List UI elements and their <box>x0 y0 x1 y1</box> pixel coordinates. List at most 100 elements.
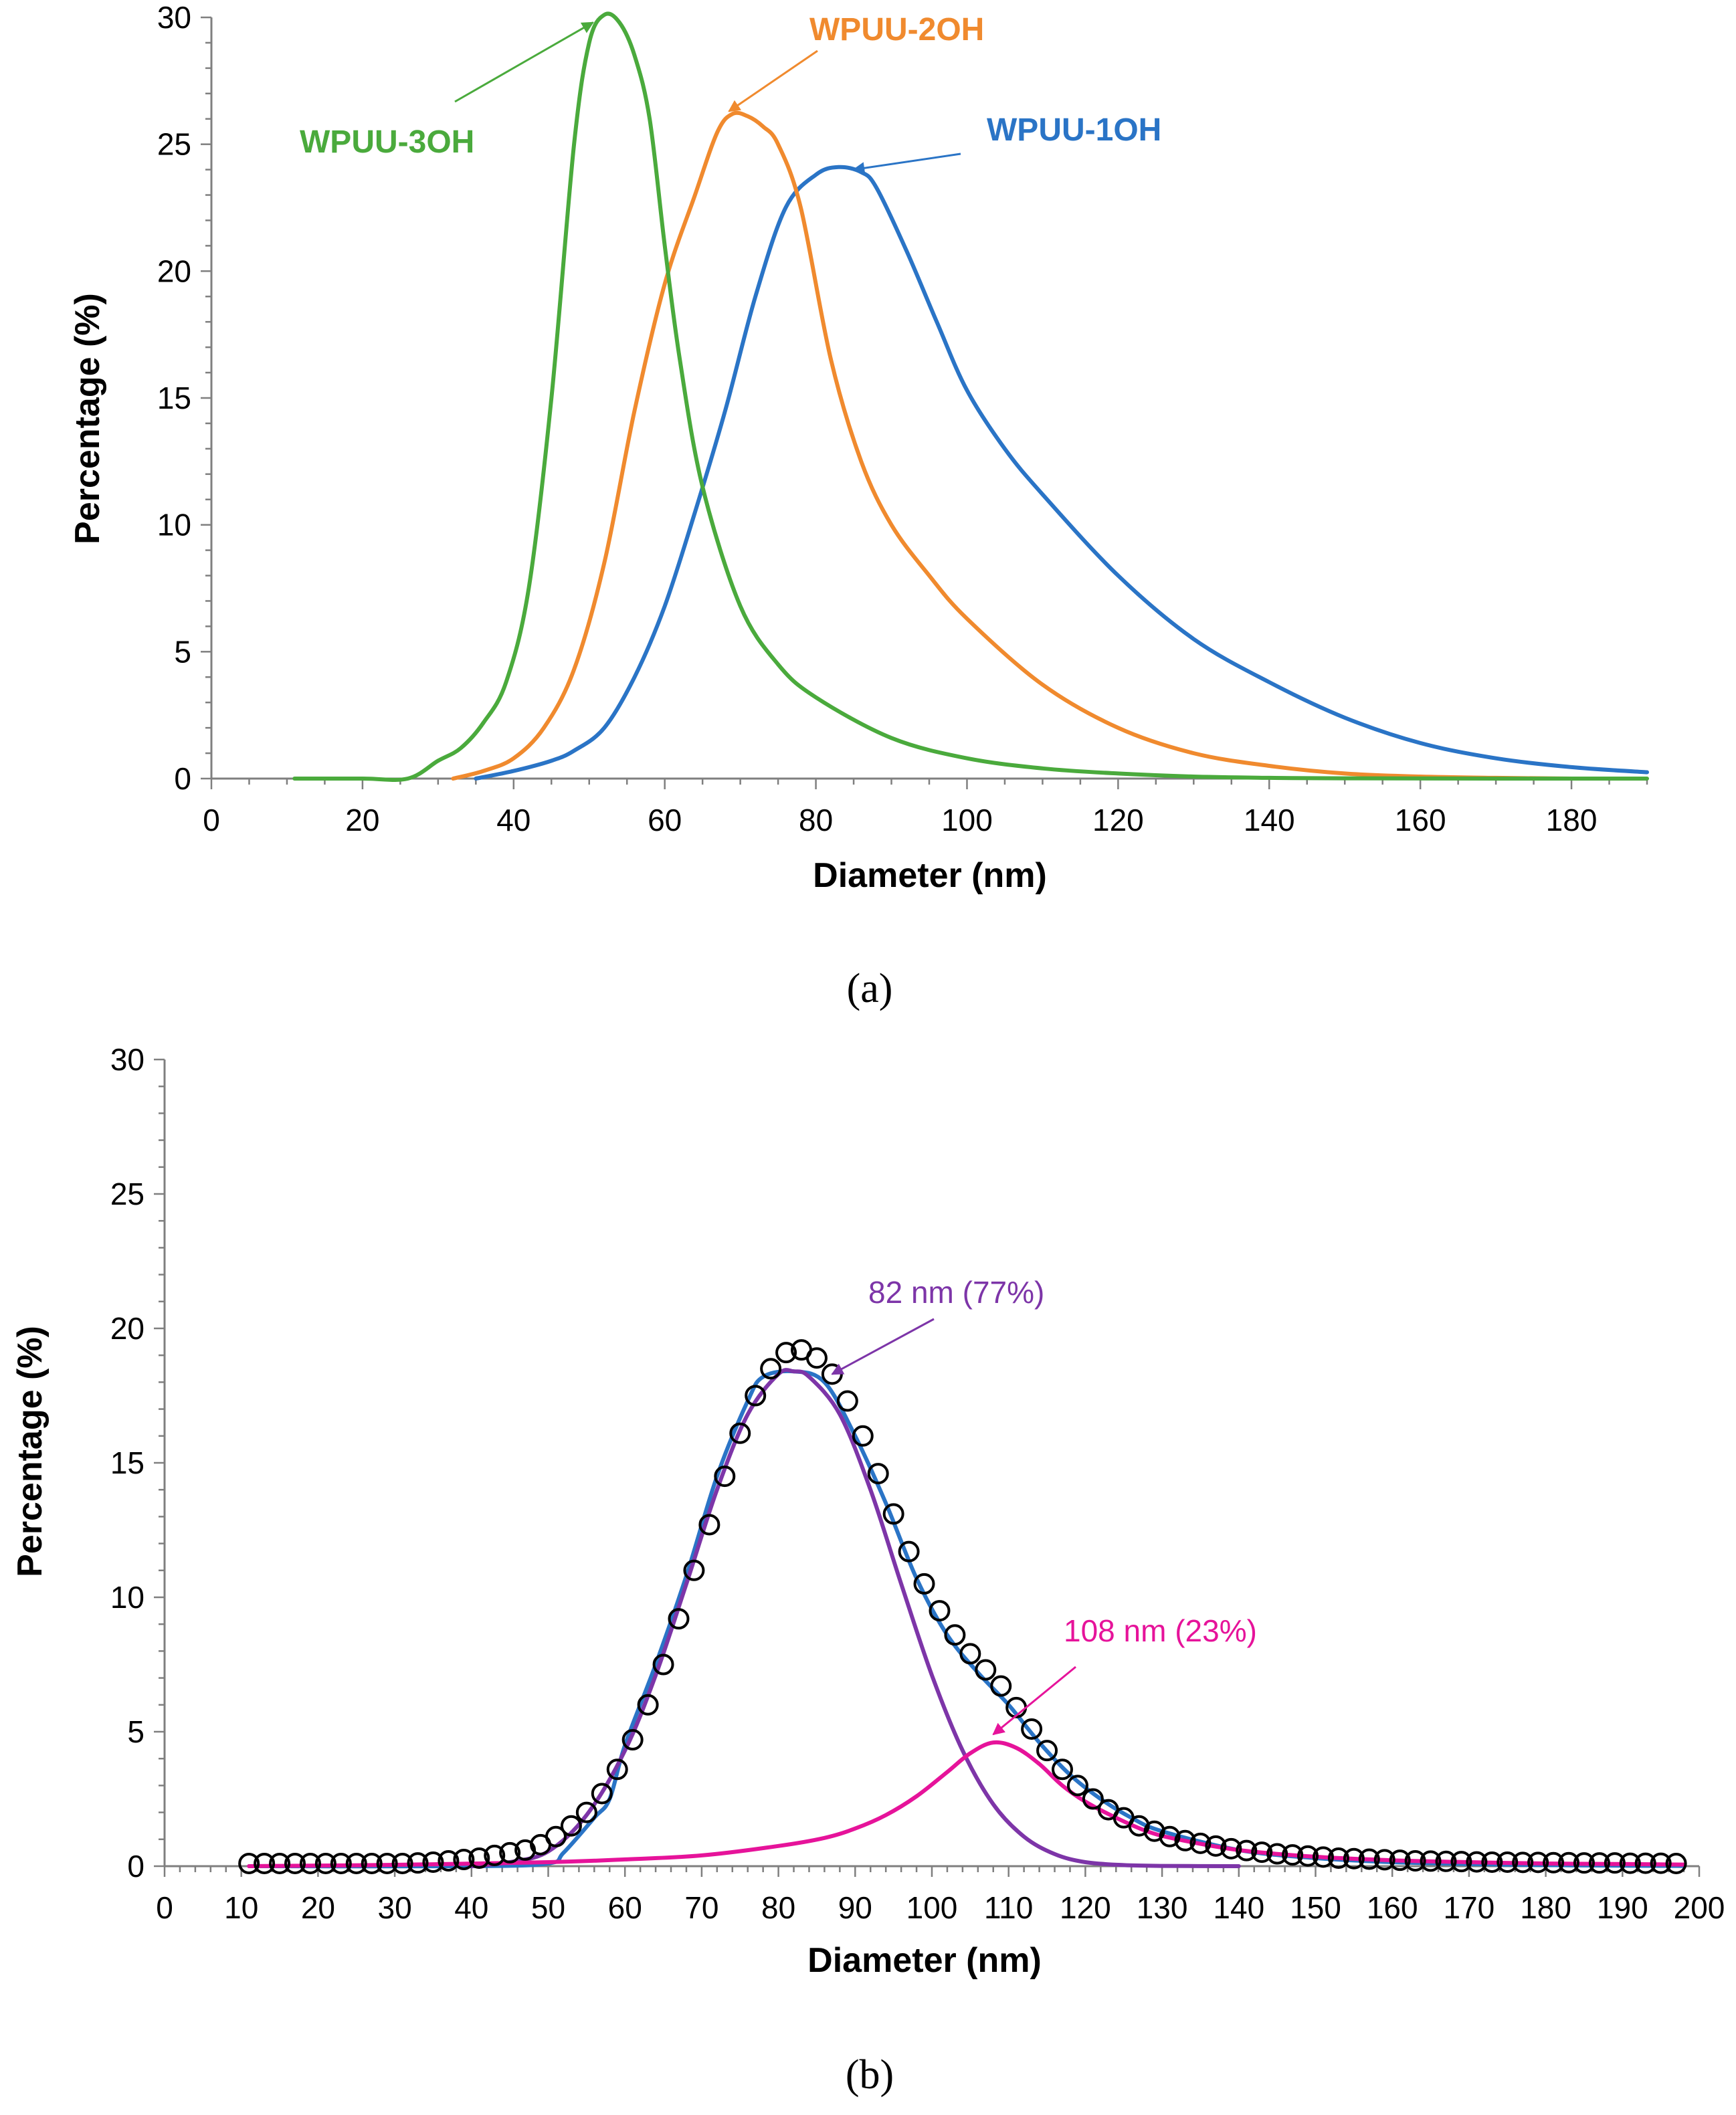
measured-data-point <box>929 1600 951 1622</box>
chart-a-x-tick-label: 40 <box>496 803 531 837</box>
measured-data-point <box>805 1347 828 1369</box>
chart-b-panel-caption: (b) <box>846 2052 894 2098</box>
measured-data-point <box>254 1852 276 1874</box>
measured-data-point <box>1327 1847 1349 1869</box>
measured-data-point <box>652 1653 674 1676</box>
measured-data-point <box>1312 1846 1334 1868</box>
chart-b-x-tick-label: 200 <box>1674 1890 1725 1925</box>
annotation-label-wpuu-2oh: WPUU-2OH <box>809 12 984 47</box>
chart-a-axes: 0 5 10 15 20 25 30 0 20 40 60 80 100 120 140 160 180 <box>157 0 1648 837</box>
chart-b-y-tick-label: 20 <box>110 1311 144 1346</box>
chart-b-measured-points <box>238 1339 1687 1874</box>
measured-data-point <box>714 1466 736 1488</box>
measured-data-point <box>621 1729 644 1751</box>
measured-data-point <box>299 1852 321 1874</box>
chart-b-x-tick-label: 10 <box>224 1890 258 1925</box>
chart-a-x-tick-label: 20 <box>345 803 379 837</box>
measured-data-point <box>1450 1851 1472 1873</box>
measured-data-point <box>1358 1848 1380 1870</box>
chart-b-annotations: 82 nm (77%) 108 nm (23%) <box>831 1275 1257 1736</box>
measured-data-point <box>1389 1849 1411 1872</box>
chart-b-x-tick-label: 70 <box>684 1890 718 1925</box>
chart-b-series <box>247 1368 1686 1869</box>
measured-data-point <box>606 1758 628 1781</box>
annotation-label-82-nm-77: 82 nm (77%) <box>868 1275 1044 1310</box>
measured-data-point <box>1543 1851 1565 1874</box>
measured-data-point <box>1497 1851 1519 1873</box>
measured-data-point <box>575 1801 597 1823</box>
measured-data-point <box>376 1852 398 1874</box>
chart-a: 0 5 10 15 20 25 30 0 20 40 60 80 100 120 140 160 180 WPU… <box>68 0 1649 1011</box>
chart-a-x-axis-title: Diameter (nm) <box>813 856 1047 895</box>
measured-data-point <box>668 1608 690 1630</box>
measured-data-point <box>545 1825 567 1847</box>
measured-data-point <box>1588 1852 1610 1874</box>
chart-b-x-tick-label: 80 <box>761 1890 795 1925</box>
chart-b-x-tick-label: 120 <box>1060 1890 1111 1925</box>
chart-a-x-tick-label: 120 <box>1092 803 1144 837</box>
series-line-wpuu-1oh <box>474 165 1649 781</box>
measured-data-point <box>1082 1788 1104 1810</box>
chart-b-x-tick-label: 60 <box>608 1890 642 1925</box>
measured-data-point <box>882 1503 904 1525</box>
measured-data-point <box>852 1425 874 1447</box>
annotation-label-wpuu-1oh: WPUU-1OH <box>987 112 1161 148</box>
chart-b-x-tick-label: 170 <box>1444 1890 1495 1925</box>
measured-data-point <box>975 1659 997 1681</box>
measured-data-point <box>1174 1829 1196 1851</box>
annotation-arrow-wpuu-3oh <box>454 21 594 103</box>
chart-b: 0 5 10 15 20 25 30 0 10 20 30 40 50 60 70 80 90 100 110 120… <box>11 1042 1725 2098</box>
measured-data-point <box>729 1422 751 1444</box>
measured-data-point <box>1297 1845 1319 1867</box>
measured-data-point <box>698 1514 720 1536</box>
chart-a-y-tick-label: 10 <box>157 508 191 542</box>
measured-data-point <box>361 1852 383 1874</box>
chart-b-y-tick-label: 10 <box>110 1580 144 1615</box>
measured-data-point <box>453 1848 475 1870</box>
measured-data-point <box>898 1540 920 1563</box>
measured-data-point <box>591 1783 613 1805</box>
measured-data-point <box>1282 1844 1304 1866</box>
measured-data-point <box>1527 1851 1549 1874</box>
chart-b-x-axis-title: Diameter (nm) <box>807 1941 1042 1980</box>
measured-data-point <box>391 1852 413 1874</box>
measured-data-point <box>407 1852 429 1874</box>
measured-data-point <box>1435 1850 1457 1872</box>
annotation-arrow-wpuu-2oh <box>728 49 818 112</box>
chart-b-x-tick-label: 190 <box>1597 1890 1648 1925</box>
annotation-arrow-108-nm-23 <box>992 1666 1076 1736</box>
measured-data-point <box>836 1390 858 1412</box>
chart-a-panel-caption: (a) <box>847 966 893 1011</box>
chart-a-x-tick-label: 140 <box>1244 803 1295 837</box>
measured-data-point <box>1236 1839 1258 1861</box>
measured-data-point <box>560 1815 582 1837</box>
chart-a-x-tick-label: 100 <box>941 803 993 837</box>
chart-a-x-tick-label: 60 <box>648 803 682 837</box>
chart-a-x-tick-label: 180 <box>1546 803 1598 837</box>
chart-b-x-tick-label: 160 <box>1367 1890 1418 1925</box>
chart-b-y-tick-label: 25 <box>110 1177 144 1211</box>
annotation-label-108-nm-23: 108 nm (23%) <box>1064 1613 1257 1648</box>
measured-data-point <box>1066 1775 1088 1797</box>
chart-b-x-tick-label: 110 <box>984 1890 1033 1925</box>
measured-data-point <box>484 1844 506 1866</box>
chart-b-x-tick-label: 0 <box>156 1890 173 1925</box>
chart-b-x-tick-label: 100 <box>906 1890 958 1925</box>
measured-data-point <box>775 1342 797 1364</box>
chart-b-y-tick-label: 30 <box>110 1042 144 1077</box>
chart-a-y-axis-title: Percentage (%) <box>68 293 107 544</box>
measured-data-point <box>944 1624 966 1646</box>
measured-data-point <box>468 1847 490 1869</box>
chart-a-y-tick-label: 15 <box>157 381 191 415</box>
chart-a-y-tick-label: 25 <box>157 127 191 162</box>
annotation-label-wpuu-3oh: WPUU-3OH <box>300 124 474 160</box>
chart-a-x-tick-label: 80 <box>799 803 833 837</box>
measured-data-point <box>1466 1851 1488 1873</box>
measured-data-point <box>683 1559 705 1581</box>
chart-b-x-tick-label: 30 <box>378 1890 412 1925</box>
chart-a-annotations: WPUU-3OH WPUU-2OH WPUU-1OH <box>300 12 1161 175</box>
chart-a-y-tick-label: 20 <box>157 254 191 288</box>
measured-data-point <box>637 1694 659 1716</box>
chart-b-y-tick-label: 15 <box>110 1445 144 1480</box>
